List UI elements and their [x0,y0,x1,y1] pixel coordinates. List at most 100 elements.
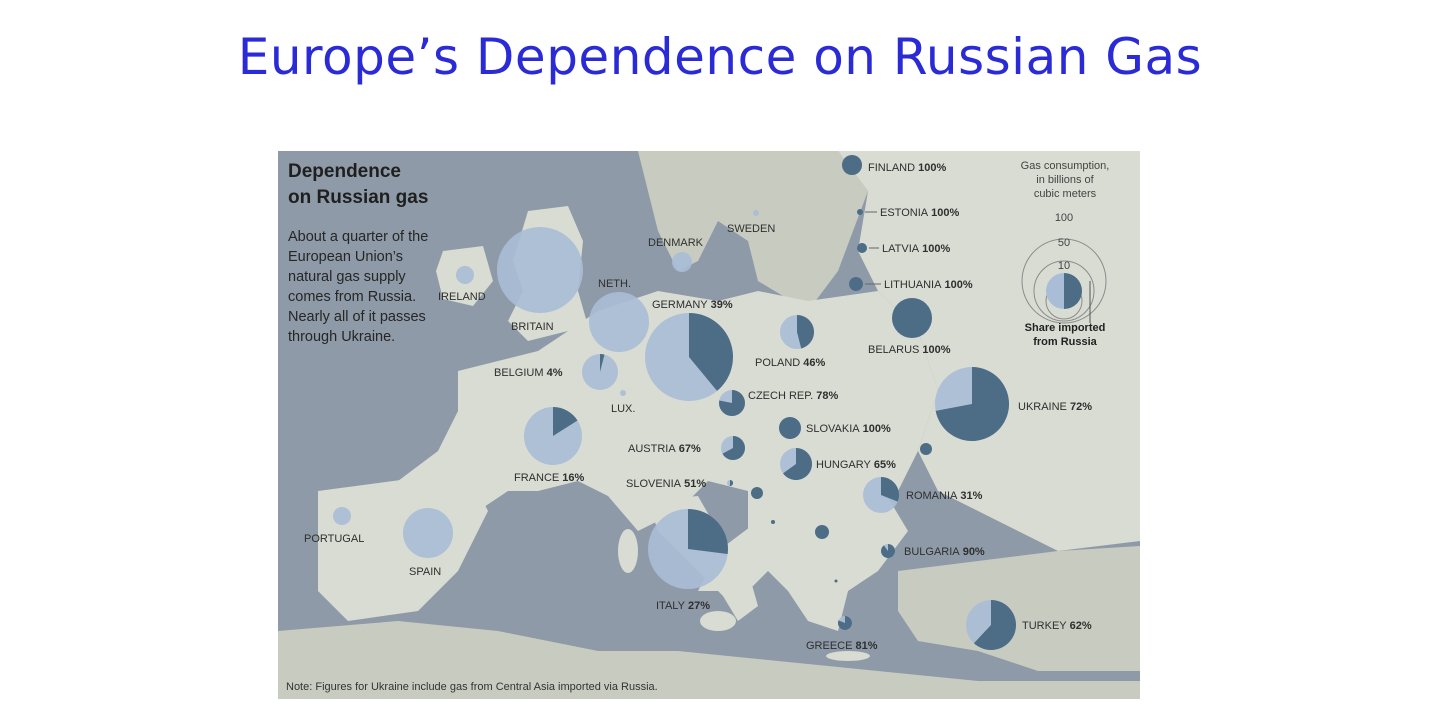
country-label-czech-rep: CZECH REP. 78% [748,390,838,402]
country-name-turkey: TURKEY [1022,620,1067,632]
country-share-hungary: 65% [871,459,896,471]
land-balkans [748,481,908,631]
country-share-belarus: 100% [919,344,950,356]
bubble-lux [620,390,626,396]
country-label-greece: GREECE 81% [806,640,878,652]
country-name-lux: LUX. [611,403,635,415]
dependence-map: 100 50 10 FINLAND 100% ESTONIA 100% LATVIA… [278,151,1140,699]
country-label-neth: NETH. [598,278,631,290]
country-share-austria: 67% [676,443,701,455]
country-label-italy: ITALY 27% [656,600,710,612]
country-share-latvia: 100% [919,243,950,255]
country-name-slovenia: SLOVENIA [626,478,682,490]
country-label-austria: AUSTRIA 67% [628,443,701,455]
country-name-ireland: IRELAND [438,291,486,303]
bubble-russian-share-austria [722,436,745,460]
bubble-russian-share-hungary [783,448,813,480]
bubble-britain [497,227,583,313]
country-share-greece: 81% [852,640,877,652]
country-name-belarus: BELARUS [868,344,919,356]
country-label-turkey: TURKEY 62% [1022,620,1092,632]
bubble-russian-share-italy [688,509,728,555]
country-share-ukraine: 72% [1067,401,1092,413]
country-label-belgium: BELGIUM 4% [494,367,563,379]
legend-share-label: Share imported from Russia [1008,321,1122,349]
country-label-romania: ROMANIA 31% [906,490,983,502]
bubble-sweden [753,210,759,216]
country-label-denmark: DENMARK [648,237,704,249]
country-share-turkey: 62% [1067,620,1092,632]
bubble-russian-share-romania [881,477,900,502]
country-label-britain: BRITAIN [511,321,554,333]
country-name-finland: FINLAND [868,162,915,174]
country-name-france: FRANCE [514,472,559,484]
country-label-spain: SPAIN [409,566,441,578]
country-label-ukraine: UKRAINE 72% [1018,401,1092,413]
bubble-russian-share-turkey [973,600,1017,650]
legend-value-50: 50 [1058,237,1070,249]
country-label-ireland: IRELAND [438,291,486,303]
land-sicily [700,611,736,631]
country-name-spain: SPAIN [409,566,441,578]
country-share-romania: 31% [957,490,982,502]
bubble-russian-share-finland [842,155,862,175]
legend-title-line-1: Gas consumption, [1020,160,1110,172]
unlabeled-bubble [771,520,775,524]
bubble-russian-share-france [553,407,578,436]
country-label-finland: FINLAND 100% [868,162,946,174]
country-share-france: 16% [559,472,584,484]
country-label-sweden: SWEDEN [727,223,775,235]
bubble-russian-share-latvia [857,243,867,253]
bubble-russian-share-slovakia [779,417,801,439]
legend-value-10: 10 [1058,260,1070,272]
bubble-ireland [456,266,474,284]
country-name-romania: ROMANIA [906,490,958,502]
unlabeled-bubble [815,525,829,539]
country-label-slovakia: SLOVAKIA 100% [806,423,891,435]
footnote: Note: Figures for Ukraine include gas fr… [286,681,658,693]
country-name-neth: NETH. [598,278,631,290]
country-share-estonia: 100% [928,207,959,219]
bubble-russian-share-lithuania [849,277,863,291]
country-name-italy: ITALY [656,600,686,612]
country-share-czech-rep: 78% [813,390,838,402]
bubble-russian-share-slovenia [729,479,734,486]
legend-title-line-3: cubic meters [1033,188,1097,200]
country-label-hungary: HUNGARY 65% [816,459,896,471]
map-headline: Dependence on Russian gas [288,159,428,211]
country-label-portugal: PORTUGAL [304,533,364,545]
country-name-czech-rep: CZECH REP. [748,390,813,402]
legend-share-line-1: Share imported [1024,322,1106,334]
country-name-denmark: DENMARK [648,237,704,249]
legend-title-line-2: in billions of [1036,174,1094,186]
legend-share-line-2: from Russia [1033,336,1097,348]
country-name-latvia: LATVIA [882,243,920,255]
land-crete [826,651,870,661]
country-label-belarus: BELARUS 100% [868,344,951,356]
map-canvas: 100 50 10 FINLAND 100%ESTONIA 100%LATVIA… [278,151,1140,699]
country-label-slovenia: SLOVENIA 51% [626,478,706,490]
country-label-germany: GERMANY 39% [652,299,733,311]
bubble-russian-share-ukraine [935,367,1010,441]
unlabeled-bubble [834,579,838,583]
country-name-ukraine: UKRAINE [1018,401,1067,413]
country-label-latvia: LATVIA 100% [882,243,951,255]
country-share-bulgaria: 90% [960,546,985,558]
country-share-poland: 46% [800,357,825,369]
land-east [838,151,1140,551]
country-name-bulgaria: BULGARIA [904,546,960,558]
country-name-hungary: HUNGARY [816,459,871,471]
bubble-russian-share-czech-rep [718,390,745,417]
legend-graphic: 100 50 10 [1021,212,1107,324]
country-label-lithuania: LITHUANIA 100% [884,279,973,291]
country-name-germany: GERMANY [652,299,708,311]
country-name-belgium: BELGIUM [494,367,544,379]
country-name-lithuania: LITHUANIA [884,279,942,291]
country-label-lux: LUX. [611,403,635,415]
bubble-neth [589,292,649,352]
country-name-slovakia: SLOVAKIA [806,423,860,435]
headline-line-1: Dependence [288,161,401,182]
country-share-germany: 39% [708,299,733,311]
bubble-denmark [672,252,692,272]
country-share-lithuania: 100% [941,279,972,291]
